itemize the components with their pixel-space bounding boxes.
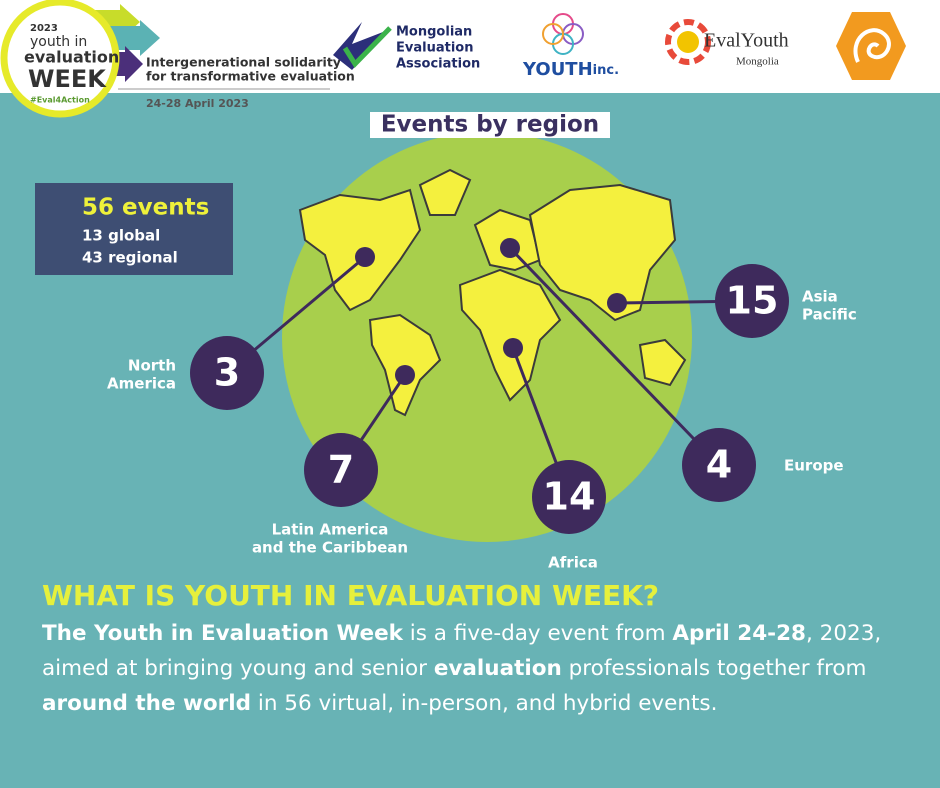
hex-icon (853, 28, 891, 63)
map-title: Events by region (381, 112, 599, 138)
logo-text: WEEK (28, 65, 107, 93)
text: professionals together from (561, 656, 867, 681)
continent (458, 268, 562, 402)
text: is a five-day event from (402, 621, 673, 646)
bold-text: April 24-28 (672, 621, 807, 646)
summary-line: 13 global (82, 227, 160, 245)
logo-text: evaluation (24, 48, 119, 67)
logo-text: youth in (30, 34, 87, 50)
youth-icon (542, 23, 564, 45)
header-band (0, 0, 940, 93)
region-count: 3 (214, 351, 240, 395)
text: in 56 virtual, in-person, and hybrid eve… (251, 691, 718, 716)
bold-text: evaluation (433, 656, 562, 681)
region-count: 4 (706, 443, 732, 487)
count-badge (532, 460, 606, 534)
count-badge (715, 264, 789, 338)
connector (508, 246, 721, 467)
continent (418, 168, 472, 216)
location-dot (395, 365, 415, 385)
logo-text: #Eval4Action (30, 96, 90, 105)
location-dot (607, 293, 627, 313)
region-name: Latin America (272, 521, 389, 539)
youth-suffix: inc. (593, 63, 619, 78)
map-title-band (370, 112, 610, 138)
mea-icon (342, 26, 392, 69)
intro-body: The Youth in Evaluation Week is a five-d… (42, 616, 922, 721)
logo-ring (0, 0, 120, 118)
youth-text: YOUTHinc. (522, 59, 619, 80)
region-name: Africa (548, 554, 598, 572)
dates: 24-28 April 2023 (146, 97, 249, 110)
mea-text: Association (396, 57, 480, 72)
bold-text: around the world (42, 691, 252, 716)
mea-text: Evaluation (396, 41, 473, 56)
summary-box (35, 183, 233, 275)
region-name: America (107, 375, 176, 393)
logo-text: 2023 (30, 23, 58, 34)
mea-icon (333, 22, 388, 70)
text: , 2023, aimed at bringing young and seni… (42, 621, 882, 681)
evalyouth-text: Mongolia (736, 56, 779, 68)
continent (638, 338, 687, 387)
youth-name: YOUTH (522, 59, 593, 80)
continents (298, 168, 687, 417)
count-badge (682, 428, 756, 502)
region-name: Asia (802, 288, 838, 306)
evalyouth-icon (665, 19, 711, 65)
summary-total: 56 events (82, 195, 209, 221)
region-name: Pacific (802, 306, 857, 324)
region-name: North (128, 357, 176, 375)
count-badge (190, 336, 264, 410)
tagline: for transformative evaluation (146, 69, 355, 84)
location-dot (355, 247, 375, 267)
location-dot (503, 338, 523, 358)
summary-line: 43 regional (82, 249, 178, 267)
count-badge (304, 433, 378, 507)
bold-text: The Youth in Evaluation Week (42, 621, 403, 646)
location-dot (500, 238, 520, 258)
evalyouth-text: EvalYouth (704, 30, 789, 52)
mea-text: Mongolian (396, 25, 472, 40)
intro-heading: WHAT IS YOUTH IN EVALUATION WEEK? (42, 579, 660, 612)
region-count: 7 (328, 448, 354, 492)
tagline: Intergenerational solidarity (146, 55, 341, 70)
evalyouth-icon (677, 31, 699, 53)
intro: WHAT IS YOUTH IN EVALUATION WEEK? The Yo… (42, 576, 922, 721)
region-count: 15 (726, 279, 779, 323)
continent (528, 183, 677, 322)
region-count: 14 (543, 475, 596, 519)
region-name: Europe (784, 457, 844, 475)
region-name: and the Caribbean (252, 539, 408, 557)
